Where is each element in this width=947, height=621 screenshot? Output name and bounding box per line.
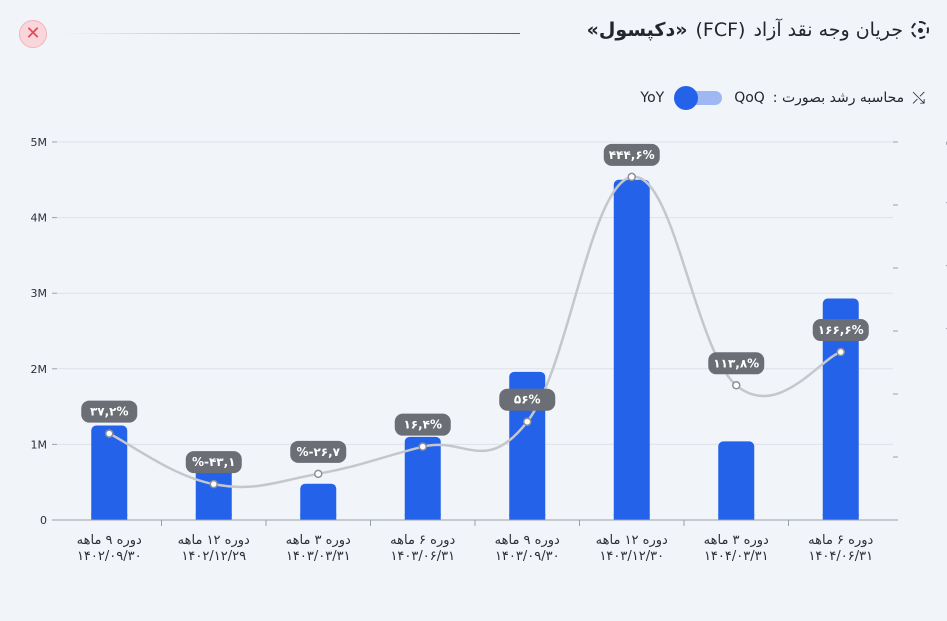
bar-base xyxy=(613,514,650,520)
bar-base xyxy=(822,514,859,520)
bar xyxy=(195,458,232,520)
bar xyxy=(404,436,441,520)
x-tick-label-date: ۱۴۰۲/۰۹/۳۰ xyxy=(77,549,142,564)
x-tick-label-period: دوره ۳ ماهه xyxy=(704,533,769,548)
bar-base xyxy=(300,514,337,520)
growth-badge xyxy=(290,440,347,463)
bar xyxy=(822,298,859,520)
left-tick-label: 3M xyxy=(31,287,48,300)
x-tick-label-date: ۱۴۰۳/۰۶/۳۱ xyxy=(390,549,455,564)
x-tick-label-date: ۱۴۰۴/۰۳/۳۱ xyxy=(704,549,769,564)
x-tick-label-date: ۱۴۰۳/۱۲/۳۰ xyxy=(599,549,664,564)
x-tick-label-period: دوره ۱۲ ماهه xyxy=(596,533,668,548)
toggle-label: محاسبه رشد بصورت : xyxy=(772,90,905,106)
growth-label: %-۲۶,۷ xyxy=(296,445,340,459)
x-tick-label-period: دوره ۶ ماهه xyxy=(808,533,873,548)
bar xyxy=(718,441,755,520)
growth-point xyxy=(523,417,532,426)
left-tick-label: 1M xyxy=(31,438,48,451)
growth-point xyxy=(627,172,636,182)
left-tick-label: 5M xyxy=(31,136,48,149)
growth-badge xyxy=(603,143,660,166)
growth-label: ۴۴۴,۶% xyxy=(609,148,655,162)
growth-point xyxy=(105,429,114,438)
growth-badge xyxy=(499,388,556,411)
bar-base xyxy=(509,514,546,520)
target-icon xyxy=(911,21,929,39)
bar xyxy=(91,425,128,520)
bar-base xyxy=(718,514,755,520)
bar-base xyxy=(195,514,232,520)
growth-point xyxy=(209,479,218,489)
growth-label: ۱۱۳,۸% xyxy=(713,356,759,370)
growth-badge xyxy=(708,352,765,375)
left-tick-label: 2M xyxy=(31,363,48,376)
left-tick-label: 0 xyxy=(40,514,47,527)
x-tick-label-period: دوره ۶ ماهه xyxy=(390,533,455,548)
bar xyxy=(300,483,337,520)
growth-badge xyxy=(81,400,138,423)
trend-icon: ⤯ xyxy=(912,88,925,107)
growth-badge xyxy=(394,413,451,436)
x-tick-label-date: ۱۴۰۳/۰۳/۳۱ xyxy=(286,549,351,564)
option-qoq[interactable]: QoQ xyxy=(734,90,765,106)
title-divider xyxy=(62,33,520,34)
title-text: جریان وجه نقد آزاد xyxy=(753,19,903,41)
close-icon: ✕ xyxy=(25,23,41,44)
growth-point xyxy=(418,442,427,451)
growth-point xyxy=(314,469,323,479)
close-button[interactable]: ✕ xyxy=(19,20,47,48)
option-yoy[interactable]: YoY xyxy=(640,90,665,106)
growth-label: %-۴۳,۱ xyxy=(192,455,236,469)
bar-base xyxy=(404,514,441,520)
growth-mode-switch[interactable] xyxy=(674,86,723,110)
x-tick-label-date: ۱۴۰۳/۰۹/۳۰ xyxy=(495,549,560,564)
growth-mode-toggle: YoY QoQ محاسبه رشد بصورت : ⤯ xyxy=(640,86,925,110)
growth-label: ۵۶% xyxy=(514,393,541,407)
growth-line xyxy=(108,175,842,489)
title-fcf: (FCF) xyxy=(695,19,746,41)
growth-badge xyxy=(185,451,242,474)
x-tick-label-period: دوره ۳ ماهه xyxy=(286,533,351,548)
bar-base xyxy=(91,514,128,520)
x-tick-label-period: دوره ۹ ماهه xyxy=(77,533,142,548)
page-title: جریان وجه نقد آزاد (FCF) «دکپسول» xyxy=(587,19,929,41)
x-tick-label-date: ۱۴۰۲/۱۲/۲۹ xyxy=(181,549,246,564)
growth-label: ۱۶,۴% xyxy=(403,418,442,432)
x-tick-label-date: ۱۴۰۴/۰۶/۳۱ xyxy=(808,549,873,564)
bar xyxy=(613,179,650,521)
growth-label: ۳۷,۲% xyxy=(90,405,129,419)
switch-knob xyxy=(674,86,699,110)
growth-label: ۱۶۶,۶% xyxy=(818,323,864,337)
x-tick-label-period: دوره ۹ ماهه xyxy=(495,533,560,548)
x-tick-label-period: دوره ۱۲ ماهه xyxy=(178,533,250,548)
left-tick-label: 4M xyxy=(31,212,48,225)
growth-point xyxy=(836,347,845,357)
growth-point xyxy=(732,381,741,390)
growth-badge xyxy=(812,319,869,342)
title-symbol: «دکپسول» xyxy=(586,19,688,41)
